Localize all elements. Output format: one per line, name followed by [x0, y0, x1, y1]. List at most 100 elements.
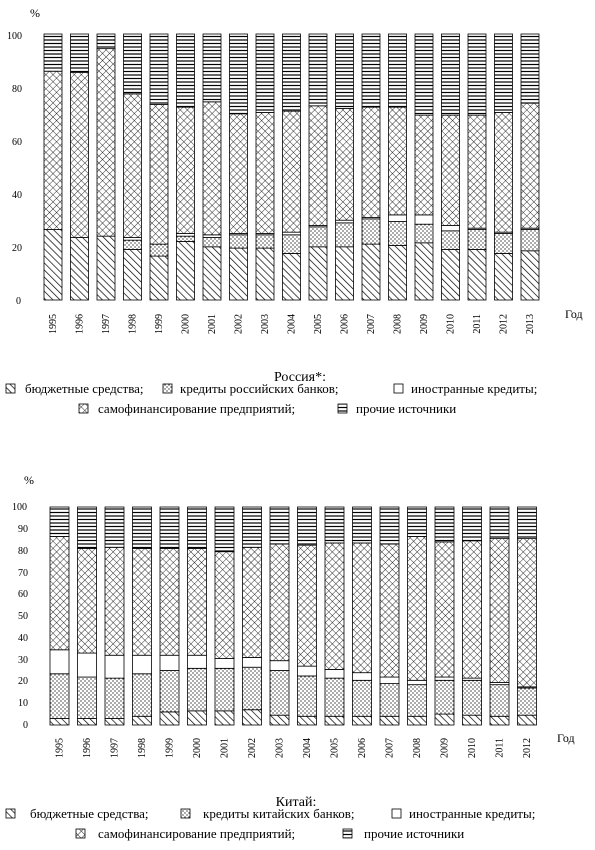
bar-segment	[202, 237, 222, 248]
china-bar-2006	[352, 506, 372, 726]
legend-label: иностранные кредиты;	[409, 806, 535, 821]
china-bar-2012	[517, 506, 537, 726]
x-tick-label: 2008	[393, 314, 404, 334]
russia-bar-2002	[229, 33, 248, 301]
bar-segment	[434, 541, 455, 678]
x-tick-label: 2003	[275, 738, 286, 758]
bar-segment	[132, 506, 152, 549]
bar-segment	[388, 214, 407, 222]
bar-segment	[214, 551, 235, 659]
horiz-swatch-icon	[337, 403, 348, 414]
russia-bar-2008	[388, 33, 407, 301]
bar-segment	[269, 660, 290, 671]
bar-segment	[388, 106, 407, 216]
x-tick-label: 2008	[412, 738, 423, 758]
bar-segment	[104, 546, 125, 656]
cross-swatch-icon	[75, 828, 86, 839]
bar-segment	[159, 711, 180, 726]
bar-segment	[324, 669, 345, 679]
china-bar-1998	[132, 506, 152, 726]
bar-segment	[352, 542, 372, 674]
blank-swatch-icon	[391, 808, 402, 819]
bar-segment	[123, 33, 142, 95]
x-tick-label: 1997	[101, 314, 112, 334]
y-tick-label: 100	[12, 502, 27, 513]
bar-segment	[159, 670, 180, 713]
y-tick-label: 60	[18, 589, 28, 600]
bar-segment	[282, 234, 301, 254]
bar-segment	[202, 246, 222, 301]
bar-segment	[361, 106, 381, 218]
russia-chart: % 0 20 40 60 80 100 1995 1996 1997 1998 1999…	[5, 6, 583, 416]
bar-segment	[388, 245, 407, 301]
bar-segment	[335, 246, 354, 301]
bar-segment	[269, 670, 290, 716]
bar-segment	[517, 687, 537, 716]
russia-caption: Россия*:	[274, 370, 326, 385]
bar-segment	[255, 247, 275, 301]
russia-bar-2006	[335, 33, 354, 301]
x-tick-label: 1998	[137, 738, 148, 758]
x-tick-label: 2004	[287, 314, 298, 334]
y-tick-label: 40	[18, 633, 28, 644]
legend-item: самофинансирование предприятий;	[75, 826, 295, 841]
bar-segment	[202, 101, 222, 236]
diag-swatch-icon	[5, 383, 16, 394]
bar-segment	[229, 234, 248, 249]
bar-segment	[255, 234, 275, 249]
china-bar-2010	[462, 506, 482, 726]
x-tick-label: 1997	[110, 738, 121, 758]
x-tick-label: 2012	[499, 314, 510, 334]
x-tick-label: 2003	[260, 314, 271, 334]
x-tick-label: 2010	[446, 314, 457, 334]
bar-segment	[361, 243, 381, 301]
bar-segment	[176, 33, 195, 108]
y-tick-label: 80	[18, 546, 28, 557]
bar-segment	[352, 679, 372, 717]
russia-y-ticks: 0 20 40 60 80 100	[7, 31, 22, 307]
x-tick-label: 2011	[495, 738, 506, 758]
bar-segment	[335, 108, 354, 221]
bar-segment	[132, 548, 152, 656]
russia-bar-2000	[176, 33, 195, 301]
russia-legend: бюджетные средства; кредиты российских б…	[5, 381, 537, 416]
bar-segment	[229, 247, 248, 301]
bar-segment	[414, 214, 434, 225]
bar-segment	[520, 33, 540, 104]
legend-label: прочие источники	[356, 401, 456, 416]
bar-segment	[77, 676, 97, 719]
russia-bar-1999	[149, 33, 169, 301]
bar-segment	[176, 235, 195, 242]
legend-label: иностранные кредиты;	[411, 381, 537, 396]
bar-segment	[297, 506, 317, 546]
bar-segment	[324, 542, 345, 670]
china-y-ticks: 0 10 20 30 40 50 60 70 80 90 100	[12, 502, 28, 731]
bar-segment	[43, 70, 63, 230]
bar-segment	[467, 33, 487, 116]
bar-segment	[159, 548, 180, 656]
legend-label: бюджетные средства;	[30, 806, 149, 821]
bar-segment	[324, 677, 345, 717]
bar-segment	[229, 113, 248, 234]
blank-swatch-icon	[393, 383, 404, 394]
bar-segment	[297, 665, 317, 677]
bar-segment	[308, 33, 328, 107]
russia-bar-2001	[202, 33, 222, 301]
bar-segment	[462, 506, 482, 542]
bar-segment	[269, 714, 290, 726]
y-tick-label: 40	[12, 190, 22, 201]
bar-segment	[214, 710, 235, 726]
bar-segment	[441, 33, 460, 116]
diag-swatch-icon	[5, 808, 16, 819]
bar-segment	[96, 33, 116, 50]
x-tick-label: 2002	[234, 314, 245, 334]
china-bar-2009	[434, 506, 455, 726]
x-tick-label: 2005	[330, 738, 341, 758]
bar-segment	[489, 684, 510, 717]
china-bar-2001	[214, 506, 235, 726]
bar-segment	[388, 33, 407, 108]
legend-item: прочие источники	[337, 401, 456, 416]
x-tick-label: 2000	[181, 314, 192, 334]
china-bar-2008	[407, 506, 427, 726]
y-tick-label: 100	[7, 31, 22, 42]
